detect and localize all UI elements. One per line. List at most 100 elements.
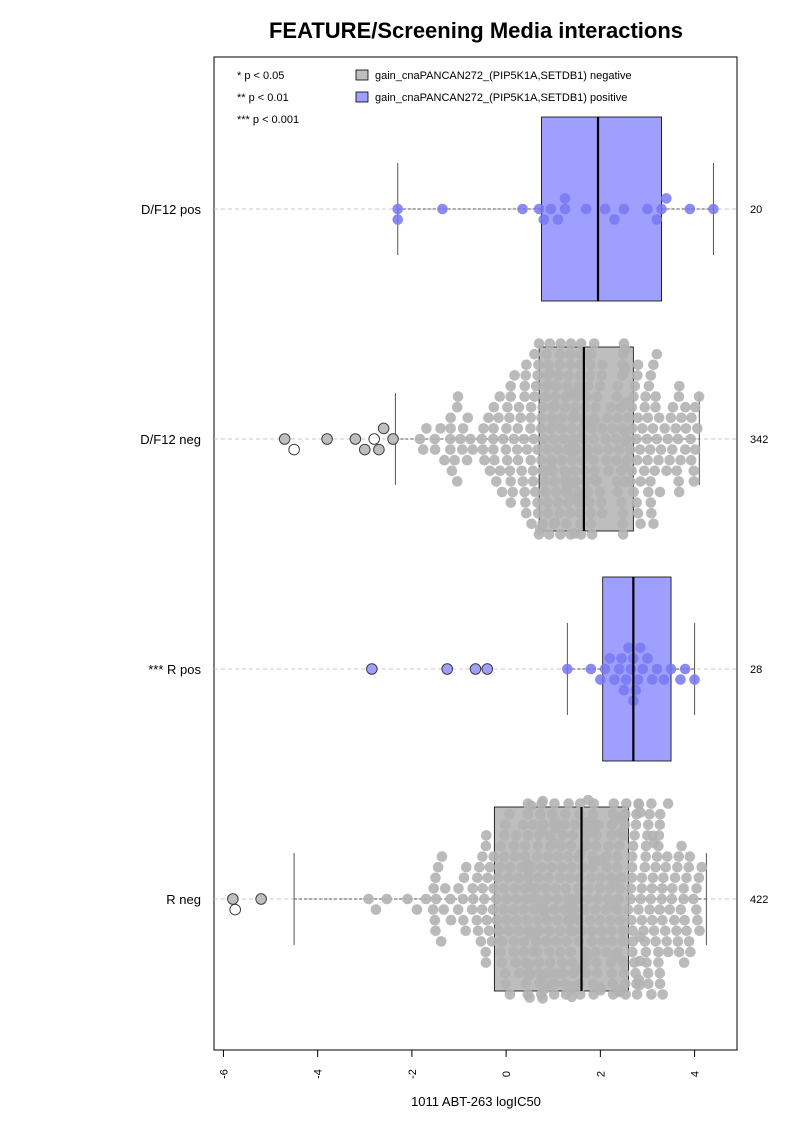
data-point [495, 862, 506, 873]
data-point [507, 487, 518, 498]
data-point [612, 391, 623, 402]
data-point [513, 873, 524, 884]
data-point [525, 413, 536, 424]
data-point [696, 862, 707, 873]
data-point [643, 820, 654, 831]
data-point [522, 915, 533, 926]
group-label: R neg [166, 892, 201, 907]
data-point [519, 904, 530, 915]
data-point [430, 926, 441, 937]
outlier-point [359, 444, 370, 455]
data-point [453, 883, 464, 894]
data-point [558, 968, 569, 979]
group-count: 28 [750, 664, 762, 676]
x-tick-label: 4 [690, 1071, 702, 1077]
data-point [650, 402, 661, 413]
data-point [549, 476, 560, 487]
data-point [483, 413, 494, 424]
data-point [488, 851, 499, 862]
data-point [494, 926, 505, 937]
data-point [688, 466, 699, 477]
data-point [509, 434, 520, 445]
data-point [648, 873, 659, 884]
data-point [566, 423, 577, 434]
data-point [558, 434, 569, 445]
data-point [585, 360, 596, 371]
data-point [557, 957, 568, 968]
data-point [589, 434, 600, 445]
data-point [600, 434, 611, 445]
data-point [600, 204, 611, 215]
chart-title: FEATURE/Screening Media interactions [269, 18, 683, 43]
data-point [536, 455, 547, 466]
data-point [627, 862, 638, 873]
data-point [511, 894, 522, 905]
data-point [465, 434, 476, 445]
data-point [542, 894, 553, 905]
data-point [614, 664, 625, 675]
data-point [550, 883, 561, 894]
data-point [632, 413, 643, 424]
data-point [685, 851, 696, 862]
data-point [666, 664, 677, 675]
data-point [524, 992, 535, 1003]
data-point [480, 947, 491, 958]
data-point [430, 444, 441, 455]
data-point [532, 915, 543, 926]
data-point [635, 476, 646, 487]
data-point [642, 434, 653, 445]
data-point [482, 915, 493, 926]
data-point [586, 349, 597, 360]
outlier-point [256, 894, 267, 905]
data-point [463, 413, 474, 424]
data-point [509, 841, 520, 852]
data-point [620, 362, 631, 373]
data-point [429, 434, 440, 445]
data-point [551, 381, 562, 392]
data-point [593, 820, 604, 831]
data-point [584, 883, 595, 894]
data-point [543, 873, 554, 884]
data-point [546, 862, 557, 873]
data-point [694, 391, 705, 402]
data-point [537, 993, 548, 1004]
data-point [476, 434, 487, 445]
data-point [685, 434, 696, 445]
data-point [588, 798, 599, 809]
data-point [675, 674, 686, 685]
data-point [602, 851, 613, 862]
data-point [618, 830, 629, 841]
data-point [636, 883, 647, 894]
data-point [506, 497, 517, 508]
data-point [552, 444, 563, 455]
data-point [551, 936, 562, 947]
data-point [580, 476, 591, 487]
data-point [581, 968, 592, 979]
data-point [548, 434, 559, 445]
data-point [643, 979, 654, 990]
data-point [536, 423, 547, 434]
data-point [669, 915, 680, 926]
data-point [543, 851, 554, 862]
data-point [629, 381, 640, 392]
data-point [570, 820, 581, 831]
data-point [421, 894, 432, 905]
data-point [648, 360, 659, 371]
data-point [542, 915, 553, 926]
data-point [585, 915, 596, 926]
data-point [621, 434, 632, 445]
data-point [557, 413, 568, 424]
data-point [653, 957, 664, 968]
data-point [672, 862, 683, 873]
data-point [528, 466, 539, 477]
data-point [600, 664, 611, 675]
data-point [613, 381, 624, 392]
data-point [620, 820, 631, 831]
data-point [445, 444, 456, 455]
data-point [587, 936, 598, 947]
data-point [581, 204, 592, 215]
data-point [519, 947, 530, 958]
data-point [627, 947, 638, 958]
data-point [542, 497, 553, 508]
